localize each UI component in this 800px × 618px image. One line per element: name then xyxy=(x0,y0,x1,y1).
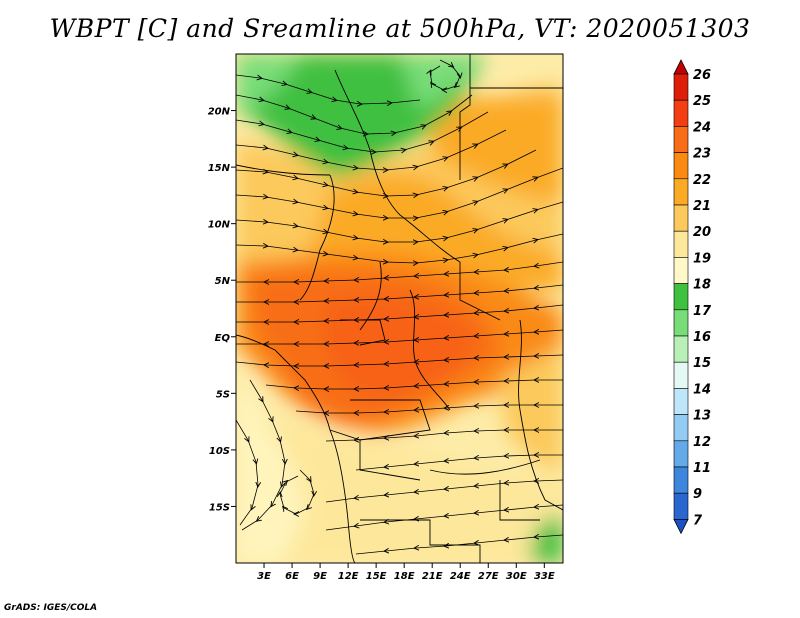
colorbar-label: 9 xyxy=(693,487,702,502)
lat-tick-label: 5S xyxy=(216,389,230,400)
lat-tick-label: 15N xyxy=(208,163,231,174)
lat-tick-label: 5N xyxy=(215,276,231,287)
longitude-axis: 3E 6E 9E 12E 15E 18E 21E 24E 27E 30E 33E xyxy=(257,563,555,582)
colorbar-label: 20 xyxy=(693,225,711,240)
colorbar-label: 12 xyxy=(693,435,711,450)
colorbar-label: 26 xyxy=(693,68,711,83)
colorbar-label: 21 xyxy=(693,199,711,214)
colorbar-swatch xyxy=(673,440,689,468)
colorbar-swatch xyxy=(673,361,689,389)
map-frame xyxy=(235,53,564,564)
lon-tick-label: 9E xyxy=(313,571,327,582)
colorbar-label: 7 xyxy=(693,513,703,528)
colorbar-swatch xyxy=(673,414,689,442)
map-title: WBPT [C] and Sreamline at 500hPa, VT: 20… xyxy=(49,14,751,43)
lon-tick-label: 18E xyxy=(394,571,415,582)
colorbar-bottom-arrow xyxy=(673,519,689,535)
lat-tick-label: EQ xyxy=(215,333,231,344)
colorbar-swatch xyxy=(673,204,689,232)
colorbar: 26 25 24 23 22 21 20 19 18 17 16 15 14 13 12 11 9 7 xyxy=(673,59,712,535)
colorbar-swatch xyxy=(673,152,689,180)
lat-tick-label: 10S xyxy=(209,446,230,457)
colorbar-swatch xyxy=(673,388,689,415)
colorbar-label: 24 xyxy=(693,120,711,135)
lon-tick-label: 3E xyxy=(257,571,271,582)
colorbar-label: 18 xyxy=(693,278,711,293)
colorbar-swatch xyxy=(673,73,689,101)
colorbar-swatch xyxy=(673,335,689,363)
lon-tick-label: 30E xyxy=(506,571,527,582)
colorbar-label: 25 xyxy=(693,94,711,109)
grads-credit: GrADS: IGES/COLA xyxy=(4,603,98,613)
colorbar-swatch xyxy=(673,230,689,258)
colorbar-swatch xyxy=(673,283,689,311)
lat-tick-label: 20N xyxy=(208,107,231,118)
colorbar-label: 16 xyxy=(693,330,711,345)
colorbar-swatch xyxy=(673,466,689,494)
colorbar-swatch xyxy=(673,178,689,206)
colorbar-label: 17 xyxy=(693,304,712,319)
colorbar-label: 11 xyxy=(693,461,711,476)
lon-tick-label: 6E xyxy=(285,571,299,582)
colorbar-label: 22 xyxy=(693,173,711,188)
colorbar-swatch xyxy=(673,257,689,284)
colorbar-swatch xyxy=(673,492,689,520)
lon-tick-label: 27E xyxy=(478,571,499,582)
colorbar-swatch xyxy=(673,126,689,153)
colorbar-label: 14 xyxy=(693,382,711,397)
colorbar-label: 15 xyxy=(693,356,711,371)
streamlines xyxy=(236,59,563,555)
lon-tick-label: 33E xyxy=(534,571,555,582)
colorbar-swatch xyxy=(673,309,689,337)
latitude-axis: 20N 15N 10N 5N EQ 5S 10S 15S xyxy=(208,107,236,513)
colorbar-label: 23 xyxy=(693,147,711,162)
lon-tick-label: 24E xyxy=(450,571,471,582)
colorbar-top-arrow xyxy=(673,59,689,75)
lon-tick-label: 21E xyxy=(422,571,443,582)
lon-tick-label: 12E xyxy=(338,571,359,582)
lat-tick-label: 15S xyxy=(209,502,230,513)
colorbar-label: 19 xyxy=(693,251,711,266)
colorbar-swatch xyxy=(673,99,689,127)
lon-tick-label: 15E xyxy=(366,571,387,582)
lat-tick-label: 10N xyxy=(208,220,231,231)
colorbar-label: 13 xyxy=(693,409,711,424)
